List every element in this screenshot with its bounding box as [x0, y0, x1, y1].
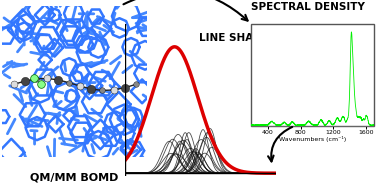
- X-axis label: Wavenumbers (cm⁻¹): Wavenumbers (cm⁻¹): [279, 136, 346, 142]
- Text: QM/MM BOMD: QM/MM BOMD: [31, 172, 119, 182]
- Bar: [251, 24, 374, 126]
- Text: LINE SHAPE: LINE SHAPE: [199, 33, 268, 43]
- Text: SPECTRAL DENSITY: SPECTRAL DENSITY: [251, 2, 365, 12]
